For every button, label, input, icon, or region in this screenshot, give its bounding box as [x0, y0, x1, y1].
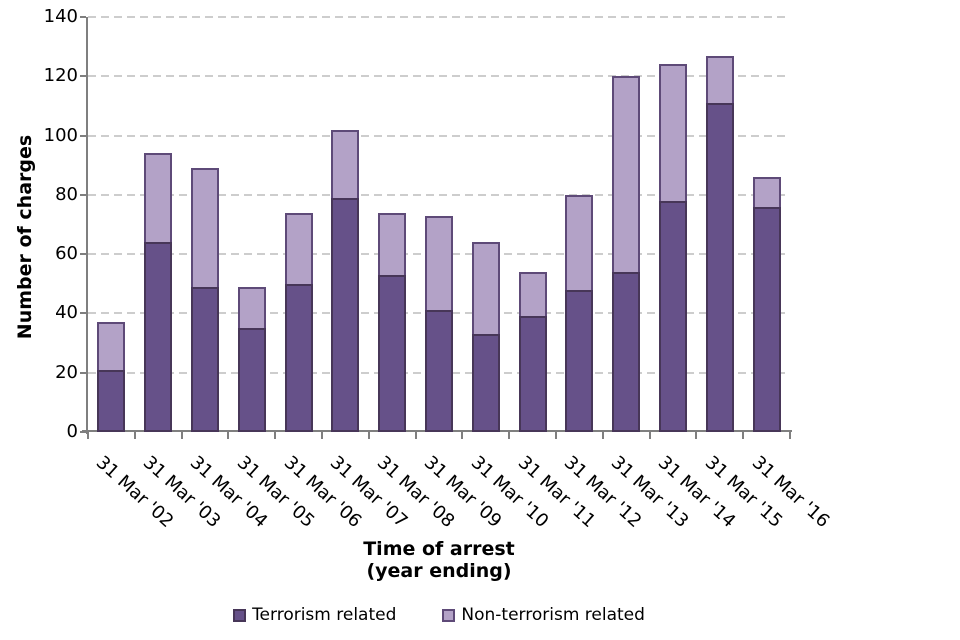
gridline-100	[88, 134, 790, 137]
y-tick-120	[80, 75, 86, 78]
bar-segment-terrorism	[705, 102, 734, 432]
x-tick-12	[648, 432, 651, 439]
bar-3107	[331, 129, 360, 432]
x-tick-6	[367, 432, 370, 439]
bar-segment-non-terrorism	[97, 322, 126, 370]
bar-segment-non-terrorism	[565, 194, 594, 290]
x-tick-10	[555, 432, 557, 439]
bar-segment-terrorism	[331, 197, 360, 432]
legend-item-non-terrorism: Non-terrorism related	[442, 605, 645, 625]
bar-segment-terrorism	[191, 286, 219, 432]
x-tick-15	[789, 432, 791, 439]
bar-3103	[144, 153, 173, 432]
bar-segment-terrorism	[612, 271, 641, 432]
x-tick-7	[414, 432, 417, 439]
bar-segment-non-terrorism	[612, 76, 641, 272]
bar-3109	[425, 215, 453, 432]
y-tick-label-20: 20	[55, 361, 78, 383]
bar-segment-non-terrorism	[752, 177, 781, 207]
y-tick-140	[80, 16, 86, 18]
bar-3108	[378, 212, 407, 432]
y-tick-60	[80, 253, 86, 256]
x-tick-3	[227, 432, 230, 439]
y-tick-label-40: 40	[55, 302, 78, 324]
bar-3105	[237, 286, 266, 432]
y-tick-label-0: 0	[66, 421, 78, 442]
x-tick-9	[508, 432, 511, 439]
bar-3115	[705, 55, 734, 432]
bar-3102	[97, 322, 126, 432]
y-tick-label-140: 140	[43, 6, 78, 27]
bar-segment-terrorism	[565, 289, 594, 432]
y-axis-line	[86, 17, 88, 434]
y-tick-20	[80, 371, 86, 374]
y-tick-label-80: 80	[55, 183, 78, 205]
legend-label-non-terrorism: Non-terrorism related	[461, 605, 645, 625]
y-tick-80	[80, 193, 86, 196]
y-tick-label-100: 100	[43, 124, 78, 146]
bar-segment-terrorism	[425, 310, 453, 432]
bar-3113	[612, 76, 641, 432]
bar-segment-terrorism	[659, 200, 687, 432]
bar-segment-non-terrorism	[284, 212, 313, 284]
y-tick-label-120: 120	[43, 65, 78, 87]
bar-segment-terrorism	[284, 283, 313, 432]
y-tick-label-60: 60	[55, 243, 78, 265]
bar-segment-terrorism	[237, 328, 266, 432]
x-tick-14	[742, 432, 745, 439]
bar-3110	[471, 242, 500, 432]
terrorism-series-swatch-icon	[233, 608, 247, 622]
x-tick-8	[461, 432, 464, 439]
bar-segment-non-terrorism	[191, 168, 219, 287]
bar-3114	[659, 64, 687, 432]
gridline-120	[88, 75, 790, 78]
bar-3112	[565, 194, 594, 432]
bar-3111	[518, 271, 547, 432]
legend-item-terrorism: Terrorism related	[233, 605, 396, 625]
x-axis-title: Time of arrest (year ending)	[88, 538, 790, 582]
bar-segment-terrorism	[471, 334, 500, 432]
x-tick-0	[87, 432, 89, 439]
bar-segment-terrorism	[518, 316, 547, 432]
x-tick-13	[695, 432, 698, 439]
y-tick-40	[80, 312, 86, 315]
bar-segment-non-terrorism	[471, 242, 500, 335]
bar-3106	[284, 212, 313, 432]
x-axis-title-line1: Time of arrest	[363, 538, 515, 560]
x-tick-11	[601, 432, 604, 439]
bar-segment-terrorism	[97, 369, 126, 432]
legend-label-terrorism: Terrorism related	[252, 605, 397, 625]
x-tick-4	[274, 432, 277, 439]
bar-segment-non-terrorism	[705, 55, 734, 103]
bar-3104	[191, 168, 219, 432]
bar-segment-non-terrorism	[659, 64, 687, 201]
bar-segment-non-terrorism	[518, 271, 547, 317]
bar-segment-non-terrorism	[378, 212, 407, 275]
bar-segment-non-terrorism	[331, 129, 360, 198]
y-tick-0	[80, 431, 86, 433]
x-axis-title-line2: (year ending)	[366, 560, 512, 582]
x-tick-1	[133, 432, 136, 439]
bar-segment-non-terrorism	[425, 215, 453, 311]
plot-area	[88, 16, 790, 432]
bar-segment-non-terrorism	[144, 153, 173, 243]
x-tick-2	[180, 432, 183, 439]
bar-segment-non-terrorism	[237, 286, 266, 329]
bar-3116	[752, 177, 781, 432]
legend: Terrorism related Non-terrorism related	[88, 605, 790, 625]
non-terrorism-series-swatch-icon	[442, 608, 456, 622]
bar-segment-terrorism	[752, 206, 781, 432]
gridline-140	[88, 16, 790, 18]
gridline-80	[88, 193, 790, 196]
x-tick-5	[321, 432, 323, 439]
bar-segment-terrorism	[378, 274, 407, 432]
y-tick-100	[80, 134, 86, 137]
bar-segment-terrorism	[144, 242, 173, 432]
